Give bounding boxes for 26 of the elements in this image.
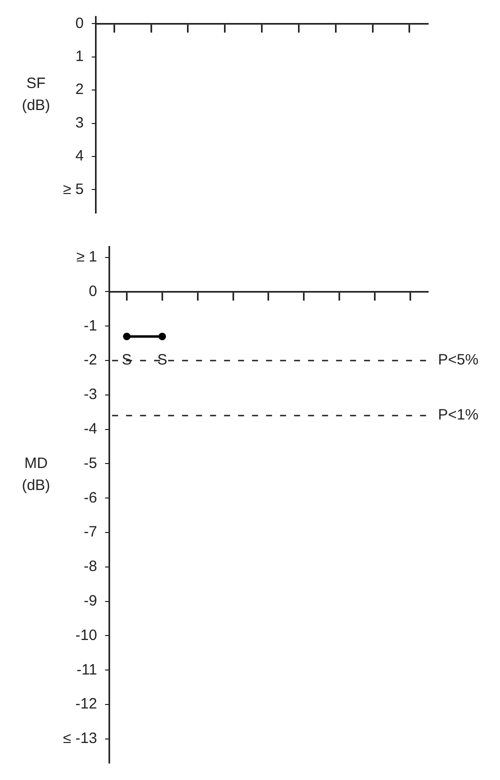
y-tick-label: -7 bbox=[84, 524, 98, 541]
y-tick-label: ≤ -13 bbox=[62, 730, 98, 748]
y-tick-label: -4 bbox=[84, 420, 98, 438]
y-tick-label: 2 bbox=[75, 81, 84, 98]
y-tick-label: -12 bbox=[75, 696, 98, 713]
y-tick-label: -9 bbox=[84, 592, 98, 610]
y-tick-label: ≥ 5 bbox=[62, 180, 84, 198]
ref-line-label: P<1% bbox=[438, 406, 478, 424]
y-tick-label: 4 bbox=[75, 148, 84, 165]
y-tick-label: 0 bbox=[88, 282, 98, 300]
y-tick-label: -2 bbox=[84, 352, 98, 369]
y-axis-title: SF (dB) bbox=[22, 75, 50, 114]
y-tick-label: ≥ 1 bbox=[76, 248, 98, 266]
y-tick-label: 1 bbox=[75, 48, 84, 66]
ref-line-label: P<5% bbox=[438, 352, 478, 369]
y-tick-label: -5 bbox=[84, 454, 98, 472]
y-tick-label: -6 bbox=[84, 489, 98, 506]
y-tick-label: 3 bbox=[75, 114, 84, 132]
y-tick-label: -1 bbox=[84, 317, 98, 334]
y-tick-label: -3 bbox=[84, 386, 98, 404]
annotation: S bbox=[157, 352, 168, 369]
y-tick-label: -8 bbox=[84, 558, 98, 576]
y-tick-label: -11 bbox=[76, 661, 98, 678]
y-axis-title: MD (dB) bbox=[22, 455, 50, 494]
y-tick-label: 0 bbox=[75, 14, 84, 32]
y-tick-label: -10 bbox=[75, 626, 98, 644]
